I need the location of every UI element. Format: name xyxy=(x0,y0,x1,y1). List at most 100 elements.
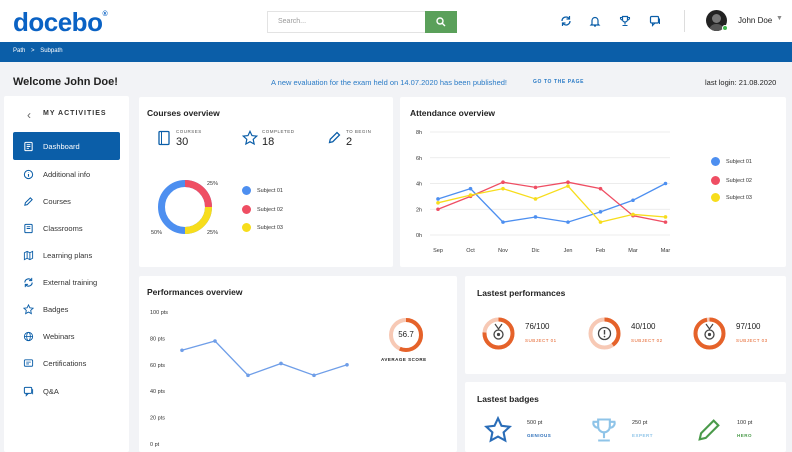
sidebar-item-certifications[interactable]: Certifications xyxy=(13,349,120,377)
search-input[interactable]: Search... xyxy=(267,11,425,33)
chevron-down-icon[interactable]: ▼ xyxy=(776,15,783,22)
y-tick-label: 2h xyxy=(416,207,422,213)
completed-stat-value: 18 xyxy=(262,136,275,148)
chevron-left-icon[interactable]: ‹ xyxy=(27,108,31,122)
sidebar-item-courses[interactable]: Courses xyxy=(13,187,120,215)
to-begin-stat-value: 2 xyxy=(346,136,353,148)
sidebar-item-learning-plans[interactable]: Learning plans xyxy=(13,241,120,269)
average-score-value: 56.7 xyxy=(398,330,414,339)
breadcrumb-item-subpath[interactable]: Subpath xyxy=(40,48,63,54)
legend-subject-03: Subject 03 xyxy=(242,223,283,232)
courses-donut-chart xyxy=(158,180,212,234)
online-status-dot xyxy=(722,25,728,31)
average-score-gauge xyxy=(389,318,423,352)
pencil-icon xyxy=(328,131,341,144)
legend-subject-02: Subject 02 xyxy=(711,176,752,185)
map-icon xyxy=(23,250,34,260)
sidebar-item-classrooms[interactable]: Classrooms xyxy=(13,214,120,242)
to-begin-stat-label: TO BEGIN xyxy=(346,129,372,134)
sidebar-item-qa[interactable]: Q&A xyxy=(13,377,120,405)
x-tick-label: Feb xyxy=(596,248,605,254)
data-point-subject-03 xyxy=(501,186,505,191)
data-point xyxy=(213,339,217,343)
data-point-subject-01 xyxy=(663,181,668,186)
legend-subject-01: Subject 01 xyxy=(242,186,283,195)
sidebar-item-label: Classrooms xyxy=(43,223,83,233)
y-tick-label: 6h xyxy=(416,156,422,162)
data-point xyxy=(279,361,283,366)
chat-icon[interactable] xyxy=(647,13,663,29)
search-icon xyxy=(436,17,446,27)
performance-ring-subject-03 xyxy=(693,317,726,350)
data-point-subject-02 xyxy=(533,185,538,190)
legend-subject-02: Subject 02 xyxy=(242,205,283,214)
sidebar-item-webinars[interactable]: Webinars xyxy=(13,322,120,350)
data-point-subject-03 xyxy=(436,201,440,205)
alert-icon xyxy=(597,326,612,341)
chat-icon xyxy=(23,386,34,397)
star-icon xyxy=(242,130,258,146)
sidebar-item-label: External training xyxy=(43,277,98,287)
sidebar-item-label: Badges xyxy=(43,304,69,314)
sidebar-item-additional-info[interactable]: Additional info xyxy=(13,160,120,188)
go-to-page-link[interactable]: GO TO THE PAGE xyxy=(533,79,584,85)
star-icon xyxy=(23,303,34,315)
y-tick-label: 60 pts xyxy=(150,363,165,369)
y-tick-label: 0h xyxy=(416,233,422,239)
breadcrumb-item-path[interactable]: Path xyxy=(13,48,26,54)
performance-subject: SUBJECT 01 xyxy=(525,338,557,343)
x-tick-label: Jen xyxy=(564,248,573,254)
performance-score: 97/100 xyxy=(736,322,761,331)
average-score-label: AVERAGE SCORE xyxy=(381,357,427,362)
search-button[interactable] xyxy=(425,11,457,33)
legend-subject-03: Subject 03 xyxy=(711,193,752,202)
certificate-icon xyxy=(23,358,34,367)
trophy-icon[interactable] xyxy=(617,13,633,29)
badge-label: HERO xyxy=(737,433,753,438)
y-tick-label: 100 pts xyxy=(150,310,168,316)
sidebar-item-label: Webinars xyxy=(43,331,75,341)
data-point-subject-01 xyxy=(468,186,473,191)
star-icon xyxy=(484,416,512,443)
donut-slice-subject-02 xyxy=(184,180,212,208)
data-point-subject-03 xyxy=(533,197,538,201)
attendance-line-chart: 0h 2h 4h 6h 8h Sep Oct Nov Dic Jen Feb Mar Mar xyxy=(416,130,670,254)
sidebar-item-label: Q&A xyxy=(43,386,59,396)
pencil-icon xyxy=(24,196,33,206)
series-line-subject-03 xyxy=(437,185,666,223)
medal-icon xyxy=(704,323,715,340)
avatar[interactable] xyxy=(706,10,727,31)
sidebar-item-label: Courses xyxy=(43,196,71,206)
latest-performances-title: Lastest performances xyxy=(477,288,566,298)
performance-subject: SUBJECT 02 xyxy=(631,338,663,343)
y-tick-label: 8h xyxy=(416,130,422,136)
data-point-subject-03 xyxy=(663,215,668,219)
sidebar-item-badges[interactable]: Badges xyxy=(13,295,120,323)
evaluation-notice: A new evaluation for the exam held on 14… xyxy=(271,78,508,87)
data-point xyxy=(180,348,184,353)
x-tick-label: Oct xyxy=(466,248,475,254)
data-point-subject-02 xyxy=(598,186,603,191)
y-tick-label: 40 pts xyxy=(150,389,165,395)
data-point-subject-01 xyxy=(631,198,635,203)
courses-stat-value: 30 xyxy=(176,136,189,148)
sidebar-item-label: Certifications xyxy=(43,358,87,368)
bell-icon[interactable] xyxy=(587,13,603,29)
docebo-logo[interactable]: docebo® xyxy=(13,7,108,37)
data-point xyxy=(312,373,316,378)
y-tick-label: 20 pts xyxy=(150,416,165,422)
user-name[interactable]: John Doe xyxy=(738,16,773,25)
series-line xyxy=(181,340,348,377)
book-icon xyxy=(158,130,170,146)
trophy-icon xyxy=(592,418,616,442)
data-point-subject-03 xyxy=(598,220,603,224)
sync-icon[interactable] xyxy=(558,13,574,29)
sidebar-item-dashboard[interactable]: Dashboard xyxy=(13,132,120,160)
header-divider xyxy=(684,10,685,32)
performance-score: 40/100 xyxy=(631,322,656,331)
sidebar-item-external-training[interactable]: External training xyxy=(13,268,120,296)
data-point-subject-01 xyxy=(598,210,603,214)
data-point-subject-01 xyxy=(533,215,538,219)
data-point-subject-02 xyxy=(663,220,668,224)
donut-label-subject-03: 25% xyxy=(207,230,219,236)
